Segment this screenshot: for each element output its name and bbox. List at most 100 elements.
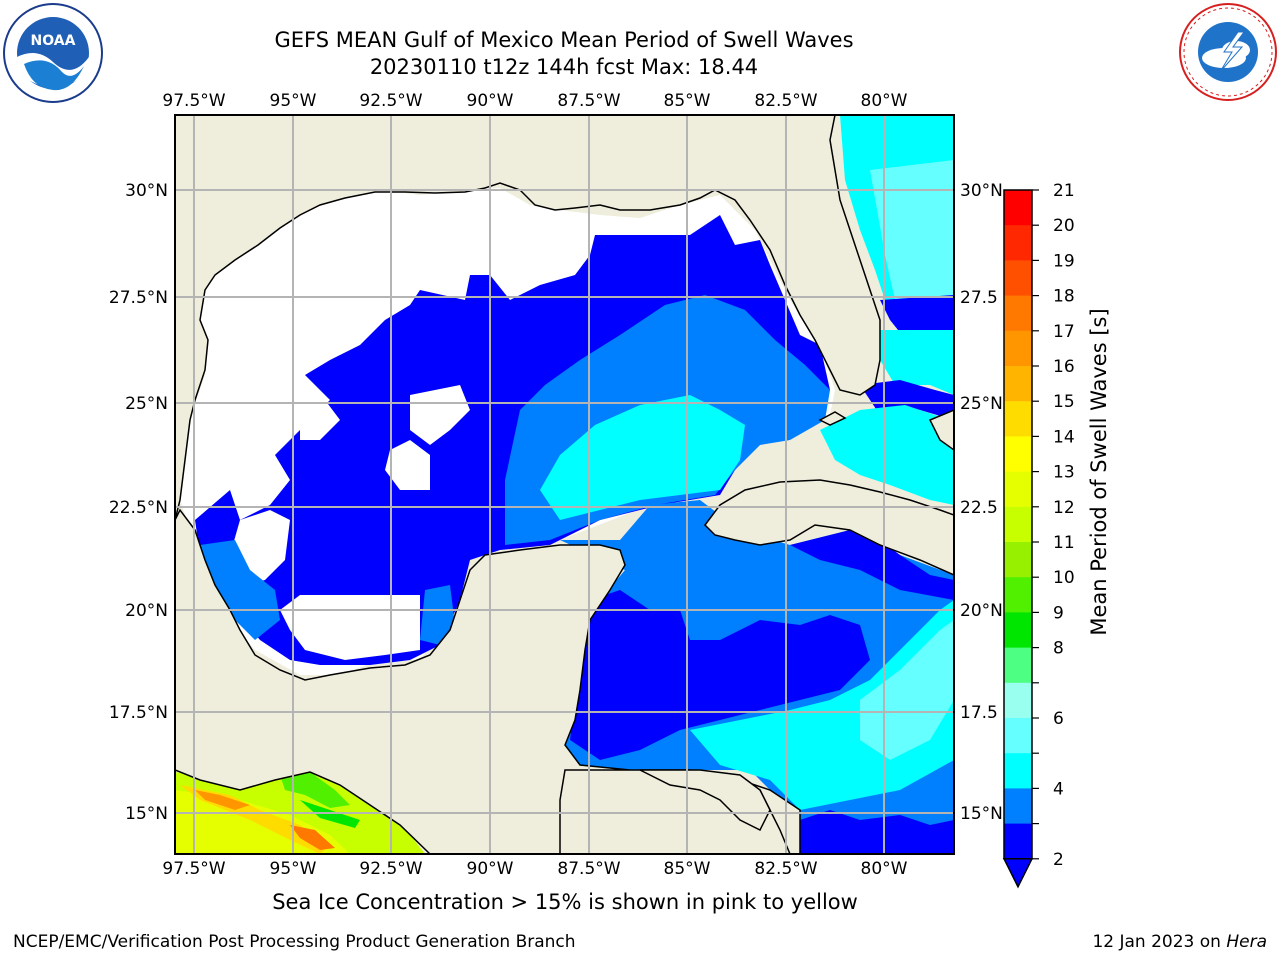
colorbar-swatch — [1004, 225, 1032, 261]
colorbar-swatch — [1004, 295, 1032, 332]
colorbar-tick-label: 4 — [1053, 779, 1064, 799]
swell-region-4s-west — [200, 540, 280, 640]
lon-label: 87.5°W — [557, 91, 620, 111]
lon-label: 92.5°W — [359, 859, 422, 879]
land-hispaniola-edge — [928, 409, 954, 451]
lat-label: 20°N — [960, 601, 1003, 621]
noaa-logo-icon: NOAA — [3, 3, 103, 103]
swell-hole-2 — [410, 385, 470, 445]
colorbar-tick-label: 13 — [1053, 463, 1075, 483]
lat-label: 15°N — [960, 804, 1003, 824]
lat-label: 17.5°N — [109, 703, 168, 723]
lon-label: 90°W — [467, 91, 514, 111]
land-mexico-us — [175, 115, 881, 521]
lon-label: 92.5°W — [359, 91, 422, 111]
lon-label: 80°W — [861, 859, 908, 879]
lat-label: 22.5 — [960, 498, 998, 518]
colorbar: 21 20 19 18 17 16 15 14 13 12 11 10 9 8 6 4 2 — [1002, 181, 1075, 889]
colorbar-tick-label: 15 — [1053, 392, 1075, 412]
land-florida-keys — [818, 411, 847, 426]
swell-region-8s-atlantic — [870, 160, 954, 300]
lon-label: 85°W — [664, 859, 711, 879]
lon-label: 82.5°W — [754, 859, 817, 879]
colorbar-swatch — [1004, 647, 1032, 684]
lon-label: 97.5°W — [162, 91, 225, 111]
swell-region-2s-caribbean — [570, 590, 870, 760]
swell-region-4s-straits — [880, 330, 954, 395]
colorbar-tick-label: 18 — [1053, 287, 1075, 307]
pacific-swell-10s — [280, 772, 350, 808]
noaa-logo-text: NOAA — [31, 33, 76, 49]
colorbar-tick-label: 12 — [1053, 498, 1075, 518]
chart-subtitle: 20230110 t12z 144h fcst Max: 18.44 — [369, 55, 759, 79]
swell-region-2s-nw-caribbean — [790, 530, 954, 600]
footer-date: 12 Jan 2023 on Hera — [1092, 932, 1267, 952]
colorbar-tick-label: 2 — [1053, 850, 1064, 870]
nws-logo-icon — [1179, 3, 1277, 101]
colorbar-tick-label: 20 — [1053, 216, 1075, 236]
colorbar-tick-label: 11 — [1053, 533, 1075, 553]
map-gridlines — [175, 115, 954, 854]
lat-label: 15°N — [125, 804, 168, 824]
colorbar-tick-label: 14 — [1053, 427, 1075, 447]
footer-host: Hera — [1226, 932, 1267, 952]
colorbar-swatch — [1004, 190, 1032, 226]
lon-label: 95°W — [270, 91, 317, 111]
lon-label: 90°W — [467, 859, 514, 879]
colorbar-tick-label: 17 — [1053, 322, 1075, 342]
lon-label: 85°W — [664, 91, 711, 111]
lat-label: 27.5°N — [109, 288, 168, 308]
swell-region-6s-bahamas — [820, 405, 954, 505]
colorbar-swatch — [1004, 260, 1032, 297]
caption: Sea Ice Concentration > 15% is shown in … — [272, 890, 858, 914]
colorbar-tick-label: 10 — [1053, 568, 1075, 588]
colorbar-swatch — [1004, 542, 1032, 578]
colorbar-label: Mean Period of Swell Waves [s] — [1087, 308, 1111, 635]
colorbar-swatch — [1004, 471, 1032, 508]
colorbar-tick-label: 6 — [1053, 709, 1064, 729]
lon-label: 87.5°W — [557, 859, 620, 879]
lon-labels-top: 97.5°W 95°W 92.5°W 90°W 87.5°W 85°W 82.5… — [162, 91, 907, 111]
pacific-swell-18s-b — [290, 825, 335, 850]
swell-region-6s-gulf — [540, 395, 745, 520]
lat-labels-left: 30°N 27.5°N 25°N 22.5°N 20°N 17.5°N 15°N — [109, 181, 168, 824]
lon-label: 82.5°W — [754, 91, 817, 111]
lat-label: 30°N — [125, 181, 168, 201]
swell-hole-3 — [385, 440, 430, 490]
colorbar-swatch — [1004, 823, 1032, 860]
lon-label: 80°W — [861, 91, 908, 111]
colorbar-swatch — [1004, 366, 1032, 402]
swell-region-2s-se-caribbean — [800, 810, 954, 854]
colorbar-tick-label: 8 — [1053, 639, 1064, 659]
colorbar-swatch — [1004, 401, 1032, 437]
lon-labels-bottom: 97.5°W 95°W 92.5°W 90°W 87.5°W 85°W 82.5… — [162, 859, 907, 879]
colorbar-tick-label: 9 — [1053, 603, 1064, 623]
colorbar-swatch — [1004, 612, 1032, 649]
pacific-swell-18s — [195, 790, 250, 810]
lat-label: 25°N — [125, 394, 168, 414]
lat-label: 27.5 — [960, 288, 998, 308]
swell-region-4s-bay — [420, 585, 455, 645]
colorbar-swatch — [1004, 506, 1032, 543]
lat-label: 17.5 — [960, 703, 998, 723]
map-frame — [174, 114, 955, 855]
lat-label: 25°N — [960, 394, 1003, 414]
colorbar-swatch — [1004, 436, 1032, 473]
colorbar-frame — [1003, 189, 1033, 860]
colorbar-tick-label: 19 — [1053, 251, 1075, 271]
lat-label: 22.5°N — [109, 498, 168, 518]
lon-label: 97.5°W — [162, 859, 225, 879]
colorbar-swatch — [1004, 682, 1032, 719]
swell-hole-4 — [280, 595, 420, 660]
colorbar-swatch — [1004, 753, 1032, 789]
lat-labels-right: 30°N 27.5 25°N 22.5 20°N 17.5 15°N — [960, 181, 1003, 824]
colorbar-extend-arrow — [1002, 858, 1034, 889]
footer-date-text: 12 Jan 2023 on — [1092, 932, 1221, 952]
lat-label: 30°N — [960, 181, 1003, 201]
lat-label: 20°N — [125, 601, 168, 621]
map-area — [175, 115, 954, 854]
colorbar-swatch — [1004, 788, 1032, 825]
colorbar-swatch — [1004, 718, 1032, 754]
chart-title: GEFS MEAN Gulf of Mexico Mean Period of … — [274, 28, 854, 52]
